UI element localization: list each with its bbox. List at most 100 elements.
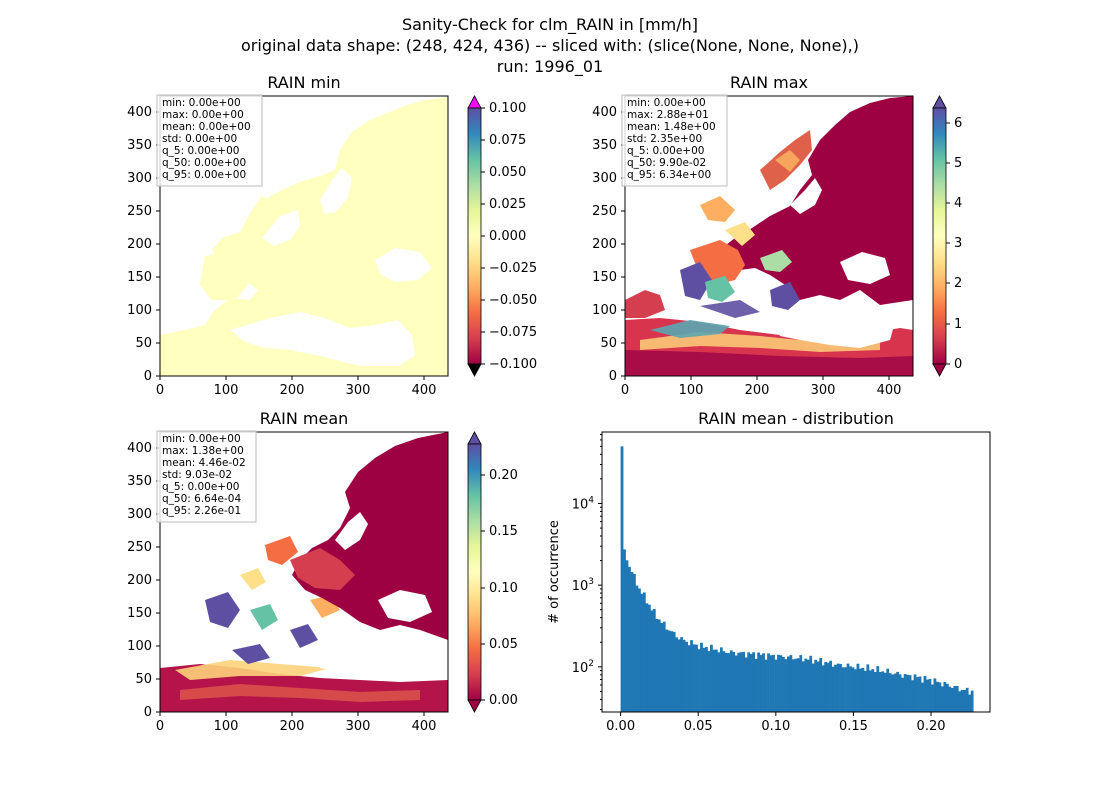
y-tick-label: 350 bbox=[127, 474, 152, 489]
y-tick-label: 200 bbox=[127, 237, 152, 252]
stat-line: max: 2.88e+01 bbox=[627, 109, 709, 121]
histogram-bar bbox=[945, 683, 949, 712]
histogram-bar bbox=[710, 644, 713, 712]
stat-line: q_95: 2.26e-01 bbox=[162, 505, 241, 517]
colorbar-tick-label: 0.20 bbox=[489, 468, 518, 483]
stat-line: min: 0.00e+00 bbox=[162, 433, 241, 445]
histogram-bar bbox=[700, 642, 703, 712]
x-tick-label: 300 bbox=[346, 719, 371, 734]
histogram-bar bbox=[799, 655, 803, 712]
histogram-bar bbox=[667, 630, 671, 712]
y-axis: 0 50 100 150 200 250 300 350 400 bbox=[127, 105, 160, 384]
stats-box: min: 0.00e+00 max: 2.88e+01 mean: 1.48e+… bbox=[621, 94, 728, 187]
stats-box-frame bbox=[621, 94, 728, 187]
y-axis-label: # of occurrence bbox=[547, 520, 562, 624]
histogram-bar bbox=[908, 675, 912, 712]
histogram-bar bbox=[705, 647, 708, 712]
colorbar-rain-min: 0.100 0.075 0.050 0.025 0.000 −0.025 −0.… bbox=[467, 95, 537, 377]
x-tick-label: 200 bbox=[280, 719, 305, 734]
histogram-bar bbox=[841, 667, 845, 712]
histogram-bar bbox=[878, 671, 882, 712]
histogram-bar bbox=[690, 640, 693, 712]
histogram-bar bbox=[769, 655, 773, 712]
histogram-bar bbox=[854, 669, 857, 712]
histogram-bar bbox=[687, 645, 691, 712]
panel-rain-max: RAIN max bbox=[592, 73, 962, 398]
colorbar-rain-mean: 0.20 0.15 0.10 0.05 0.00 bbox=[467, 431, 518, 713]
y-tick-label: 150 bbox=[127, 606, 152, 621]
y-tick-label: 150 bbox=[592, 270, 617, 285]
colorbar-tick-label: −0.025 bbox=[489, 261, 537, 276]
histogram-bar bbox=[836, 663, 840, 712]
y-tick-label: 250 bbox=[592, 204, 617, 219]
colorbar-tick-label: 5 bbox=[954, 156, 962, 171]
colorbar-tick-label: −0.100 bbox=[489, 357, 537, 372]
histogram-bar bbox=[774, 659, 778, 712]
stat-line: max: 0.00e+00 bbox=[162, 109, 244, 121]
histogram-bar bbox=[779, 655, 783, 712]
histogram-bar bbox=[826, 662, 830, 712]
histogram-bar bbox=[898, 674, 902, 712]
british-isles bbox=[240, 196, 270, 242]
histogram-bar bbox=[628, 566, 631, 712]
figure-title-line-2: original data shape: (248, 424, 436) -- … bbox=[241, 36, 859, 55]
colorbar-gradient bbox=[932, 107, 947, 365]
histogram-bar bbox=[635, 585, 639, 712]
histogram-bar bbox=[868, 670, 872, 712]
y-axis: 0 50 100 150 200 250 300 350 400 bbox=[127, 441, 160, 720]
histogram-bar bbox=[893, 673, 897, 712]
histogram-bar bbox=[866, 664, 870, 712]
histogram-bar bbox=[657, 619, 661, 712]
baltic-sea bbox=[320, 168, 352, 214]
histogram-bar bbox=[950, 688, 954, 712]
histogram-bar bbox=[714, 649, 718, 712]
histogram-bar bbox=[948, 686, 952, 712]
histogram-bar bbox=[729, 650, 733, 712]
stat-line: mean: 1.48e+00 bbox=[627, 121, 716, 133]
y-tick-label: 250 bbox=[127, 540, 152, 555]
colorbar-extend-bottom bbox=[932, 363, 947, 377]
panel-rain-mean: RAIN mean bbox=[127, 409, 518, 734]
histogram-bar bbox=[662, 621, 666, 712]
histogram-bar bbox=[744, 657, 748, 712]
mediterranean-sea bbox=[230, 312, 415, 366]
figure-title-line-3: run: 1996_01 bbox=[497, 57, 603, 77]
histogram-bar bbox=[633, 573, 636, 712]
histogram-bar bbox=[809, 655, 813, 712]
histogram-bar bbox=[789, 655, 793, 712]
histogram-bar bbox=[831, 666, 835, 712]
colorbar-tick-label: 0.100 bbox=[489, 101, 526, 116]
histogram-bar bbox=[896, 671, 900, 712]
histogram-bar bbox=[784, 659, 788, 712]
histogram-bar bbox=[712, 649, 716, 712]
histogram-bar bbox=[675, 637, 679, 712]
histogram-bar bbox=[717, 652, 721, 712]
histogram-bar bbox=[672, 631, 676, 712]
stat-line: min: 0.00e+00 bbox=[162, 97, 241, 109]
histogram-bar bbox=[623, 549, 626, 712]
histogram-bar bbox=[849, 666, 852, 712]
x-tick-label: 200 bbox=[280, 383, 305, 398]
histogram-bar bbox=[767, 653, 770, 712]
y-tick-label: 400 bbox=[127, 105, 152, 120]
colorbar-tick-label: 4 bbox=[954, 196, 962, 211]
y-tick-label: 300 bbox=[592, 171, 617, 186]
histogram-bar bbox=[861, 667, 865, 712]
histogram-bar bbox=[791, 659, 795, 712]
histogram-bar bbox=[749, 653, 753, 712]
stat-line: q_5: 0.00e+00 bbox=[162, 481, 239, 493]
y-tick-label: 100 bbox=[592, 303, 617, 318]
histogram-bar bbox=[677, 639, 681, 712]
stat-line: q_95: 0.00e+00 bbox=[162, 169, 246, 181]
histogram-bar bbox=[881, 671, 885, 712]
x-tick-label: 0.10 bbox=[761, 719, 790, 734]
x-tick-label: 0 bbox=[156, 719, 164, 734]
x-tick-label: 400 bbox=[877, 383, 902, 398]
histogram-bar bbox=[655, 619, 659, 712]
colorbar-tick-label: 0.10 bbox=[489, 581, 518, 596]
colorbar-tick-label: 0.000 bbox=[489, 229, 526, 244]
x-axis: 0.00 0.05 0.10 0.15 0.20 bbox=[606, 712, 946, 734]
x-axis: 0 100 200 300 400 bbox=[156, 376, 436, 398]
histogram-bar bbox=[953, 686, 957, 712]
histogram-bar bbox=[938, 682, 942, 712]
